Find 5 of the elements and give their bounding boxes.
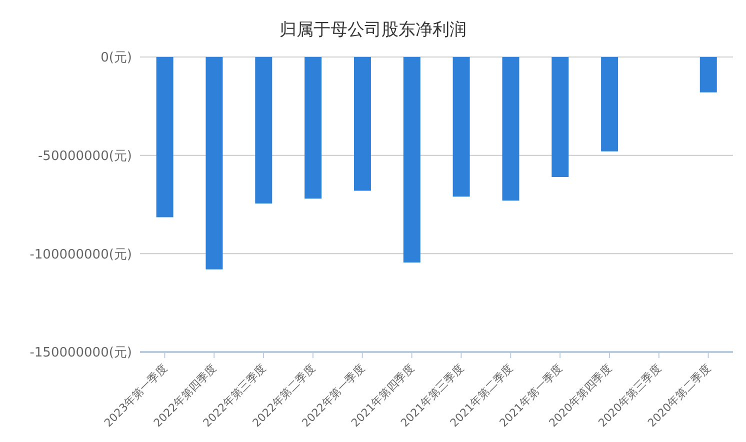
y-tick-label: -50000000(元) <box>38 148 132 164</box>
y-tick-label: 0(元) <box>100 50 132 66</box>
y-tick-label: -150000000(元) <box>30 346 132 361</box>
chart-title: 归属于母公司股东净利润 <box>278 19 468 41</box>
y-tick-label: -100000000(元) <box>30 247 132 262</box>
